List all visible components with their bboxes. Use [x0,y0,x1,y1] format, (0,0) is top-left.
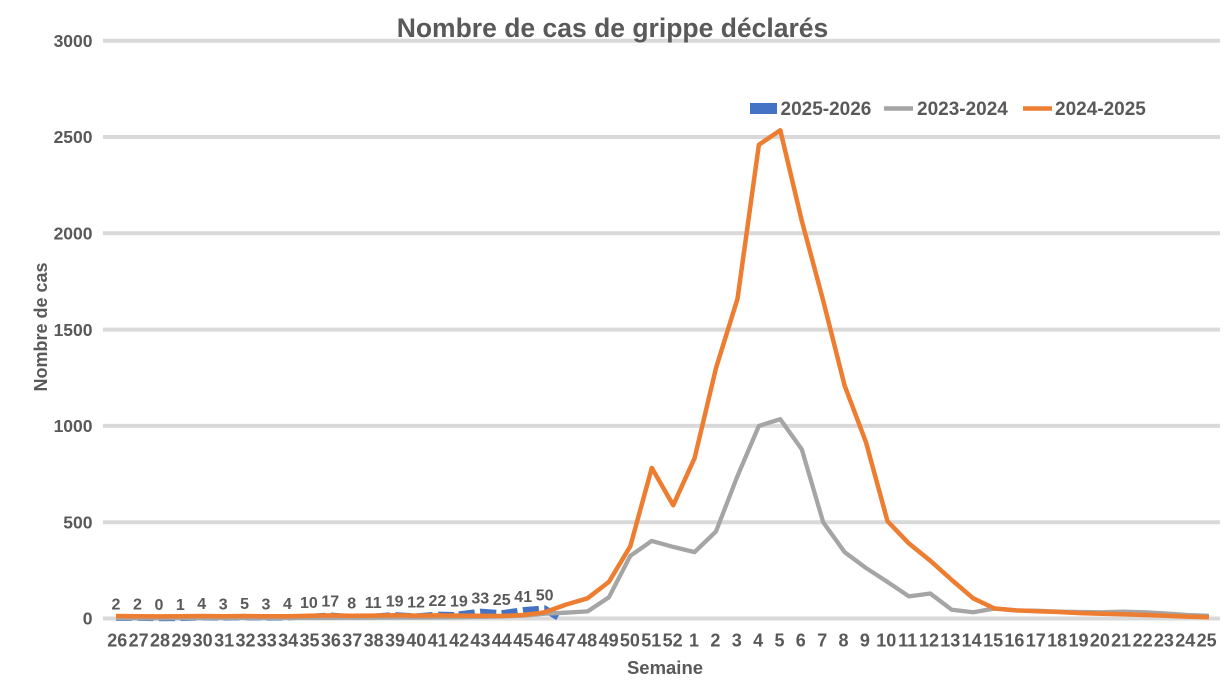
svg-text:32: 32 [235,631,255,651]
svg-text:11: 11 [365,595,382,612]
svg-text:31: 31 [214,631,234,651]
svg-text:26: 26 [107,631,127,651]
svg-text:1: 1 [176,597,185,614]
svg-text:2: 2 [710,631,720,651]
svg-text:25: 25 [1197,631,1217,651]
svg-text:38: 38 [364,631,384,651]
svg-text:42: 42 [449,631,469,651]
svg-text:2500: 2500 [54,127,93,147]
svg-text:18: 18 [1047,631,1067,651]
svg-text:0: 0 [83,609,93,629]
svg-text:3000: 3000 [54,31,93,51]
svg-text:33: 33 [257,631,277,651]
svg-text:Semaine: Semaine [627,657,703,678]
svg-text:Nombre de cas: Nombre de cas [31,262,51,391]
svg-text:0: 0 [154,597,163,614]
svg-text:40: 40 [406,631,426,651]
svg-text:33: 33 [471,591,489,608]
svg-text:52: 52 [663,631,683,651]
svg-text:1500: 1500 [54,320,93,340]
svg-text:10: 10 [876,631,896,651]
svg-text:21: 21 [1111,631,1131,651]
svg-text:50: 50 [620,631,640,651]
svg-text:49: 49 [599,631,619,651]
svg-text:39: 39 [385,631,405,651]
svg-text:14: 14 [962,631,982,651]
svg-text:43: 43 [470,631,490,651]
svg-text:37: 37 [342,631,362,651]
svg-text:25: 25 [493,592,511,609]
svg-text:15: 15 [983,631,1003,651]
svg-text:5: 5 [774,631,784,651]
svg-text:1: 1 [689,631,699,651]
svg-text:19: 19 [1068,631,1088,651]
svg-text:500: 500 [63,512,92,532]
svg-text:16: 16 [1004,631,1024,651]
svg-text:28: 28 [150,631,170,651]
svg-text:3: 3 [219,596,228,613]
svg-text:17: 17 [1026,631,1046,651]
svg-text:27: 27 [129,631,149,651]
svg-text:11: 11 [898,631,917,651]
svg-text:50: 50 [536,587,554,604]
svg-text:2025-2026: 2025-2026 [781,99,872,120]
svg-text:4: 4 [197,596,206,613]
svg-text:12: 12 [919,631,939,651]
svg-text:2000: 2000 [54,224,93,244]
svg-text:47: 47 [556,631,576,651]
svg-text:19: 19 [386,593,404,610]
svg-text:24: 24 [1175,631,1195,651]
svg-text:45: 45 [513,631,533,651]
svg-text:6: 6 [796,631,806,651]
svg-text:3: 3 [732,631,742,651]
svg-text:23: 23 [1154,631,1174,651]
svg-text:44: 44 [492,631,512,651]
svg-text:1000: 1000 [54,416,93,436]
svg-text:46: 46 [534,631,554,651]
svg-text:30: 30 [193,631,213,651]
svg-text:41: 41 [428,631,448,651]
svg-text:36: 36 [321,631,341,651]
svg-text:2: 2 [112,597,121,614]
svg-text:13: 13 [940,631,960,651]
svg-text:5: 5 [240,596,249,613]
svg-text:35: 35 [299,631,319,651]
svg-text:41: 41 [514,589,532,606]
svg-text:3: 3 [262,596,271,613]
svg-text:9: 9 [860,631,870,651]
svg-text:17: 17 [321,594,339,611]
svg-text:12: 12 [407,595,425,612]
svg-text:4: 4 [283,596,292,613]
svg-text:22: 22 [1133,631,1153,651]
svg-text:4: 4 [753,631,763,651]
svg-text:51: 51 [641,631,661,651]
svg-text:10: 10 [300,595,318,612]
svg-text:34: 34 [278,631,298,651]
svg-text:29: 29 [171,631,191,651]
svg-text:8: 8 [347,596,356,613]
svg-text:7: 7 [817,631,827,651]
svg-text:48: 48 [577,631,597,651]
svg-text:Nombre de cas de grippe déclar: Nombre de cas de grippe déclarés [397,13,829,43]
svg-text:22: 22 [429,593,447,610]
svg-text:20: 20 [1090,631,1110,651]
svg-text:2024-2025: 2024-2025 [1055,99,1146,120]
svg-text:19: 19 [450,593,468,610]
svg-text:2023-2024: 2023-2024 [917,99,1008,120]
svg-text:8: 8 [838,631,848,651]
svg-text:2: 2 [133,597,142,614]
